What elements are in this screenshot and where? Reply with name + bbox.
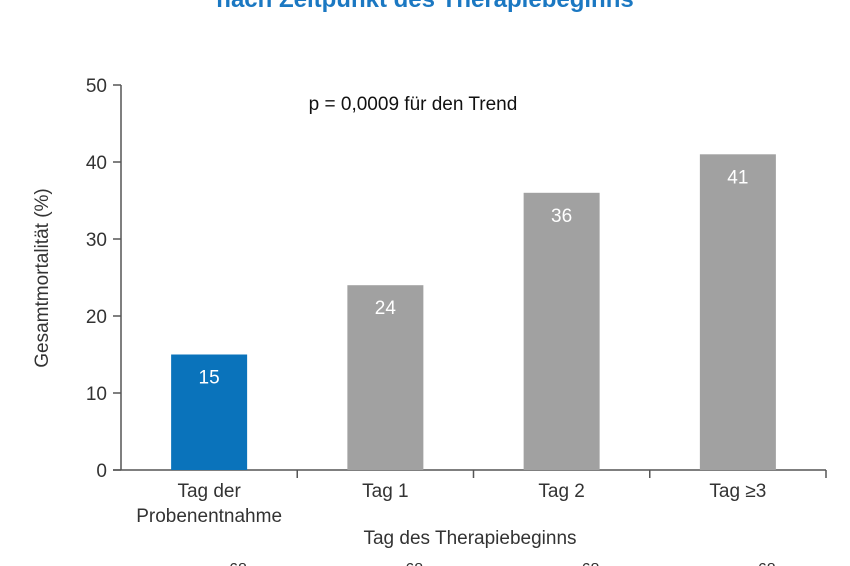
y-tick-label: 10: [86, 384, 107, 405]
footer-fragment: = 68: [744, 561, 776, 566]
trend-annotation: p = 0,0009 für den Trend: [309, 94, 518, 115]
bar-value-label: 24: [375, 298, 397, 319]
bar-value-label: 15: [199, 368, 220, 389]
footer-fragment: = 68: [568, 561, 600, 566]
y-tick-label: 50: [86, 76, 107, 97]
chart-title: nach Zeitpunkt des Therapiebeginns: [0, 0, 850, 14]
y-tick-label: 0: [96, 461, 107, 482]
bar-value-labels: 15 24 36 41: [199, 167, 749, 388]
bar: [171, 354, 248, 470]
y-tick-label: 30: [86, 230, 107, 251]
bar: [347, 285, 424, 470]
category-label: Tag ≥3: [709, 481, 766, 502]
category-label: Tag der: [177, 481, 241, 502]
category-label: Tag 1: [362, 481, 408, 502]
bars: [171, 154, 776, 471]
bar-value-label: 36: [551, 206, 572, 227]
bar-value-label: 41: [727, 167, 748, 188]
category-label: Tag 2: [538, 481, 584, 502]
y-tick-label: 20: [86, 307, 107, 328]
footer-fragments: = 68 = 68 = 68 = 68: [215, 561, 775, 566]
footer-fragment: = 68: [392, 561, 424, 566]
y-tick-label: 40: [86, 153, 107, 174]
category-labels: Tag der Probenentnahme Tag 1 Tag 2 Tag ≥3: [136, 481, 766, 527]
x-ticks: [296, 470, 827, 478]
category-label: Probenentnahme: [136, 506, 282, 527]
y-axis-title: Gesamtmortalität (%): [32, 188, 53, 367]
bar: [699, 154, 776, 471]
footer-fragment: = 68: [215, 561, 247, 566]
bar: [523, 192, 600, 471]
y-ticks: 0 10 20 30 40 50: [86, 76, 121, 482]
x-axis-title: Tag des Therapiebeginns: [363, 528, 576, 549]
